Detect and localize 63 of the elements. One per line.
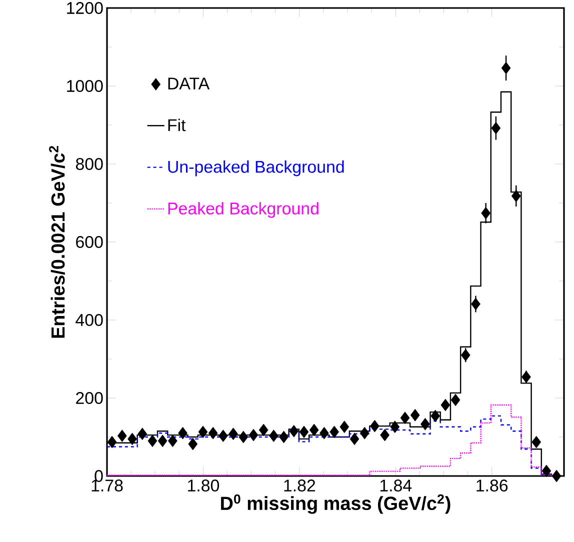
y-tick-label: 1200 [67, 2, 103, 14]
point [248, 428, 258, 442]
point [471, 298, 480, 310]
point [158, 434, 168, 448]
y-tick-label: 800 [76, 158, 103, 170]
point [481, 206, 491, 220]
point [238, 430, 248, 444]
x-tick-label: 1.86 [476, 480, 508, 492]
legend-label: Un-peaked Background [168, 160, 344, 176]
point [208, 426, 218, 440]
point [440, 398, 450, 412]
x-tick-label: 1.84 [380, 480, 412, 492]
point [410, 408, 420, 422]
point [188, 438, 198, 450]
point [178, 426, 188, 440]
y-tick-label: 0 [94, 470, 103, 482]
point [148, 434, 158, 448]
point [460, 348, 470, 362]
point [228, 428, 238, 440]
point [258, 424, 268, 436]
point [542, 464, 552, 478]
point [370, 420, 380, 432]
point [501, 62, 511, 74]
point [218, 430, 228, 442]
point [340, 420, 350, 434]
point [491, 122, 501, 134]
point [107, 436, 117, 448]
legend-label: Fit [168, 118, 186, 132]
point [279, 430, 288, 444]
legend-label: DATA [168, 78, 210, 90]
point [450, 394, 460, 406]
point [380, 428, 390, 442]
y-tick-label: 1000 [67, 80, 103, 92]
point [320, 426, 329, 440]
y-axis-title: Entries/0.0021 GeV/c$^{2}$ [49, 146, 65, 338]
point [511, 190, 521, 202]
point [400, 412, 410, 424]
point [390, 420, 400, 434]
point [360, 426, 370, 440]
point [299, 426, 309, 438]
y-tick-label: 200 [76, 392, 103, 404]
point [552, 470, 562, 482]
point [168, 434, 178, 448]
point [309, 424, 319, 436]
legend-label: Peaked Background [168, 202, 318, 218]
point [138, 428, 148, 440]
x-tick-label: 1.82 [284, 480, 316, 492]
x-tick-label: 1.80 [188, 480, 220, 492]
point [198, 426, 208, 438]
y-tick-label: 600 [76, 236, 103, 248]
point [117, 430, 127, 442]
point [350, 432, 360, 446]
point [269, 430, 278, 442]
point [532, 436, 542, 448]
point [289, 424, 299, 438]
point [330, 426, 339, 438]
point [420, 418, 430, 430]
x-tick-label: 1.78 [92, 480, 123, 492]
y-tick-label: 400 [76, 314, 103, 326]
point [128, 432, 137, 446]
point [430, 410, 440, 422]
point [522, 370, 531, 384]
x-axis-title: D$^{0}$ missing mass (GeV/c$^{2}$) [221, 494, 450, 514]
